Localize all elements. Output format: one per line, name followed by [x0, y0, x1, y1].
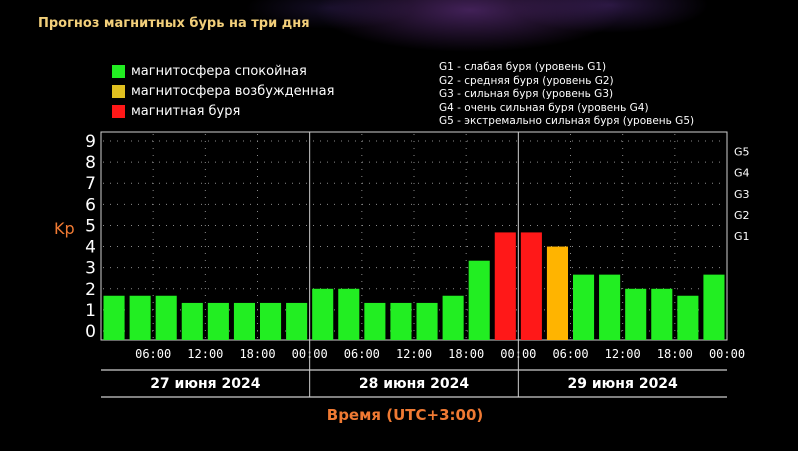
x-tick-label: 18:00 [657, 347, 693, 361]
y-tick-label: 1 [85, 301, 96, 321]
kp-bar [155, 295, 177, 340]
storm-level-tick-g5: G5 [734, 146, 750, 159]
kp-bar [390, 302, 412, 340]
y-tick-label: 6 [85, 195, 96, 215]
y-tick-label: 5 [85, 216, 96, 236]
legend-item-quiet: магнитосфера спокойная [112, 61, 334, 81]
x-tick-label: 06:00 [344, 347, 380, 361]
kp-bar [364, 302, 386, 340]
kp-bar [181, 302, 203, 340]
kp-bar [546, 246, 568, 340]
x-tick-label: 06:00 [552, 347, 588, 361]
storm-level-g2: G2 - средняя буря (уровень G2) [439, 74, 614, 87]
day-label: 28 июня 2024 [359, 376, 470, 392]
legend-label-quiet: магнитосфера спокойная [131, 63, 307, 79]
day-label: 27 июня 2024 [150, 376, 261, 392]
legend-swatch-quiet [112, 64, 125, 78]
storm-level-tick-g1: G1 [734, 230, 750, 243]
legend-item-active: магнитосфера возбужденная [112, 81, 334, 101]
day-label: 29 июня 2024 [568, 376, 679, 392]
kp-bar [129, 295, 151, 340]
x-tick-label: 00:00 [709, 347, 745, 361]
x-tick-label: 06:00 [135, 347, 171, 361]
y-tick-label: 9 [85, 132, 96, 152]
kp-bar [573, 274, 595, 340]
kp-bar [494, 232, 516, 340]
kp-bar [651, 288, 673, 340]
y-tick-label: 8 [85, 153, 96, 173]
kp-bar [286, 302, 308, 340]
x-tick-label: 18:00 [448, 347, 484, 361]
legend-item-storm: магнитная буря [112, 101, 334, 121]
storm-level-tick-g2: G2 [734, 209, 750, 222]
y-tick-label: 4 [85, 238, 96, 258]
storm-level-g4: G4 - очень сильная буря (уровень G4) [439, 101, 649, 114]
storm-level-tick-g3: G3 [734, 188, 750, 201]
storm-level-tick-g4: G4 [734, 167, 750, 180]
plot-frame [100, 131, 728, 341]
kp-bar [416, 302, 438, 340]
legend-swatch-active [112, 84, 125, 98]
y-tick-label: 2 [85, 280, 96, 300]
legend-label-active: магнитосфера возбужденная [131, 83, 335, 99]
kp-bar [520, 232, 542, 340]
kp-bar [103, 295, 125, 340]
storm-level-g5: G5 - экстремально сильная буря (уровень … [439, 115, 695, 127]
kp-bar [468, 260, 490, 340]
kp-bar [260, 302, 282, 340]
legend-label-storm: магнитная буря [131, 103, 241, 119]
x-tick-label: 12:00 [605, 347, 641, 361]
legend: магнитосфера спокойная магнитосфера возб… [112, 61, 334, 121]
kp-bar [703, 274, 725, 340]
page-title: Прогноз магнитных бурь на три дня [38, 16, 310, 31]
kp-bar [625, 288, 647, 340]
storm-level-legend: G1 - слабая буря (уровень G1) G2 - средн… [439, 61, 694, 129]
x-tick-label: 12:00 [187, 347, 223, 361]
y-axis-label: Kp [54, 219, 75, 238]
y-tick-label: 0 [85, 322, 96, 342]
x-tick-label: 12:00 [396, 347, 432, 361]
kp-bar [338, 288, 360, 340]
kp-bar [442, 295, 464, 340]
kp-bar [599, 274, 621, 340]
kp-bar [233, 302, 255, 340]
y-tick-label: 7 [85, 174, 96, 194]
storm-level-g3: G3 - сильная буря (уровень G3) [439, 88, 614, 100]
kp-bar [312, 288, 334, 340]
legend-swatch-storm [112, 104, 125, 118]
kp-bar [207, 302, 229, 340]
y-tick-label: 3 [85, 259, 96, 279]
storm-level-g1: G1 - слабая буря (уровень G1) [439, 61, 607, 73]
kp-bar [677, 295, 699, 340]
x-axis-title: Время (UTC+3:00) [326, 406, 484, 424]
x-tick-label: 18:00 [239, 347, 275, 361]
